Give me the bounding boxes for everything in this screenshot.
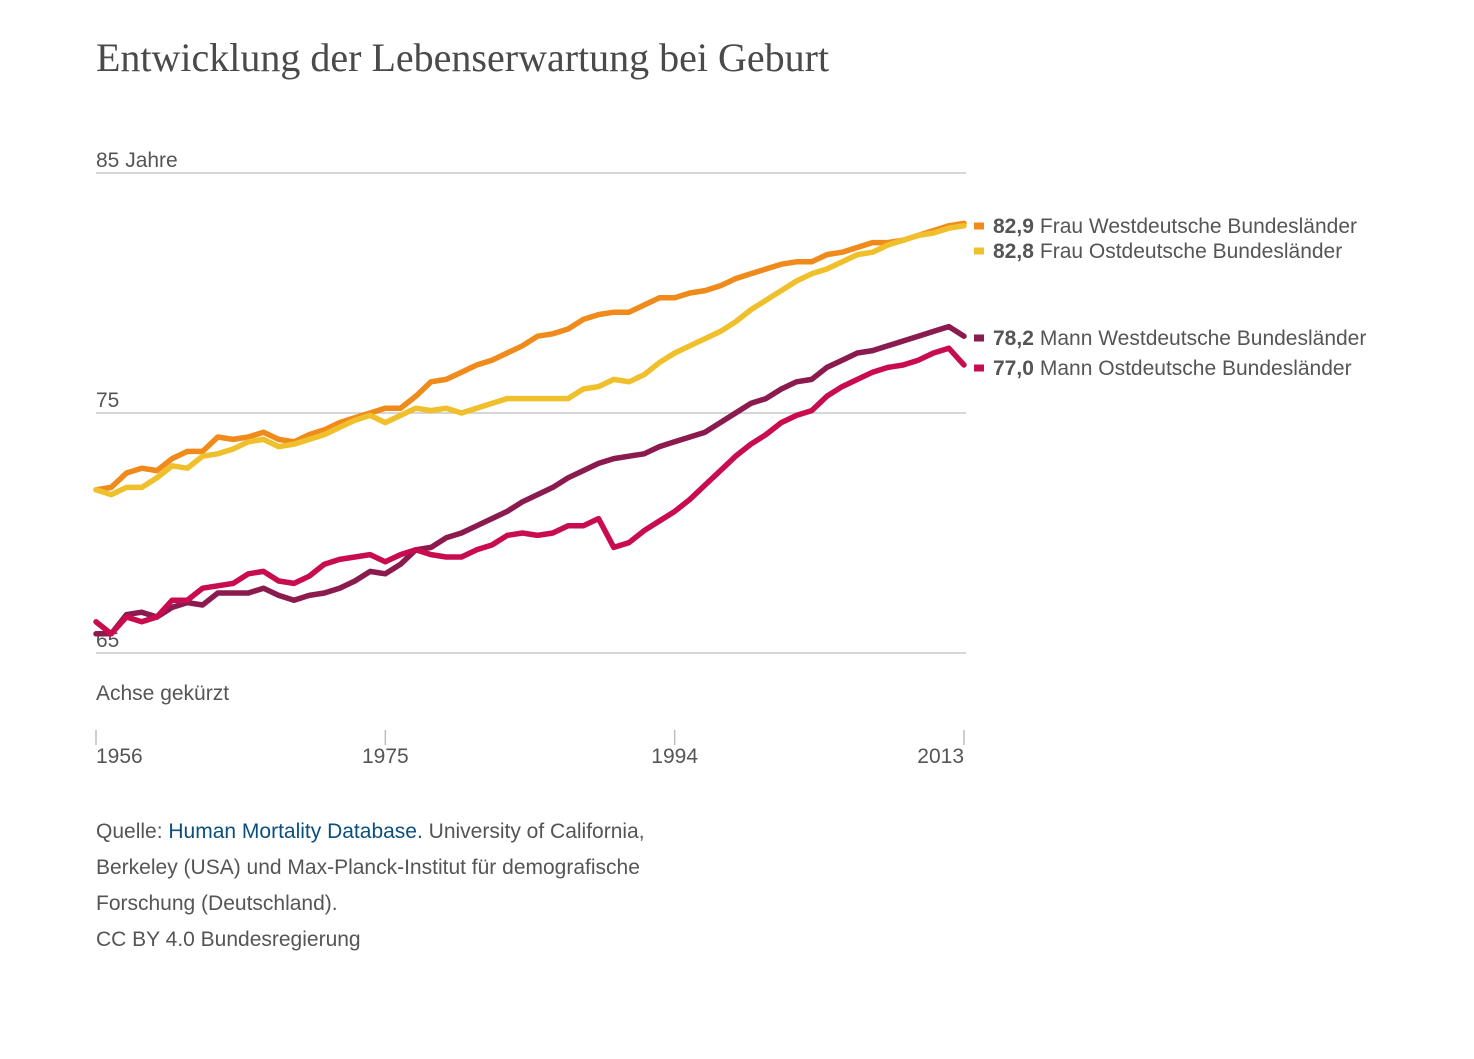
legend-series-name: Mann Ostdeutsche Bundesländer xyxy=(1040,357,1352,380)
legend-value: 77,0 xyxy=(993,357,1034,380)
source-prefix: Quelle: xyxy=(96,820,169,843)
legend-series-name: Frau Ostdeutsche Bundesländer xyxy=(1040,240,1342,263)
legend-series-name: Frau Westdeutsche Bundesländer xyxy=(1040,215,1357,238)
series-line-1 xyxy=(93,220,967,493)
legend-label: 78,2 Mann Westdeutsche Bundesländer xyxy=(993,327,1366,350)
series-line-2 xyxy=(93,223,967,498)
legend-value: 82,9 xyxy=(993,215,1034,238)
source-line3: Forschung (Deutschland). xyxy=(96,892,338,915)
source-note: Quelle: Human Mortality Database. Univer… xyxy=(96,814,716,958)
x-tick-label: 1956 xyxy=(96,745,143,768)
legend-label: 82,8 Frau Ostdeutsche Bundesländer xyxy=(993,240,1342,263)
end-marker xyxy=(974,334,984,342)
x-tick-label: 2013 xyxy=(917,745,964,768)
x-tick-label: 1975 xyxy=(362,745,409,768)
legend-value: 78,2 xyxy=(993,327,1034,350)
y-tick-label: 75 xyxy=(96,389,119,412)
series-line-4 xyxy=(93,345,967,637)
legend-label: 82,9 Frau Westdeutsche Bundesländer xyxy=(993,215,1357,238)
source-line1-rest: University of California, xyxy=(422,820,645,843)
axis-note: Achse gekürzt xyxy=(96,682,229,705)
end-marker xyxy=(974,364,984,372)
series-lines xyxy=(93,220,967,637)
legend: 82,9 Frau Westdeutsche Bundesländer 82,8 Fr… xyxy=(993,215,1366,380)
end-marker xyxy=(974,222,984,230)
x-axis: 1956 1975 1994 2013 xyxy=(95,730,965,768)
end-marker xyxy=(974,247,984,255)
x-tick-label: 1994 xyxy=(651,745,698,768)
grid-lines xyxy=(96,172,966,654)
legend-series-name: Mann Westdeutsche Bundesländer xyxy=(1040,327,1366,350)
legend-label: 77,0 Mann Ostdeutsche Bundesländer xyxy=(993,357,1352,380)
source-line2: Berkeley (USA) und Max-Planck-Institut f… xyxy=(96,856,640,879)
y-tick-label: 85 Jahre xyxy=(96,149,178,172)
license: CC BY 4.0 Bundesregierung xyxy=(96,928,361,951)
chart-title: Entwicklung der Lebenserwartung bei Gebu… xyxy=(96,35,830,80)
legend-value: 82,8 xyxy=(993,240,1034,263)
source-link[interactable]: Human Mortality Database. xyxy=(168,820,423,843)
end-markers xyxy=(974,222,984,372)
series-line-3 xyxy=(93,323,967,637)
